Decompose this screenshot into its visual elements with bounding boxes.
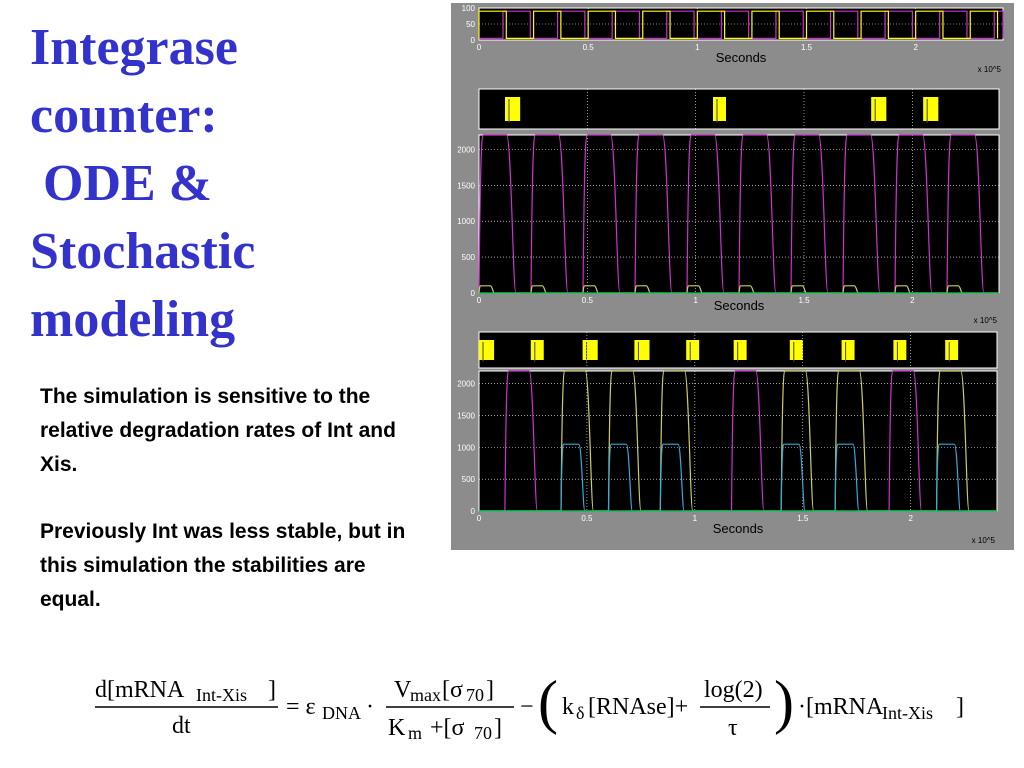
- x-tick-label: 1: [693, 296, 698, 305]
- chart-panel-event-bar-2: [478, 331, 998, 369]
- svg-text:τ: τ: [728, 715, 738, 741]
- x-axis-label: Seconds: [716, 50, 767, 65]
- svg-text:log(2): log(2): [704, 677, 763, 703]
- series-line-magenta: [479, 370, 997, 512]
- svg-text:dt: dt: [172, 713, 191, 739]
- event-bar: [686, 340, 700, 360]
- event-bar: [841, 340, 855, 360]
- event-bar: [733, 340, 747, 360]
- x-tick-label: 1.5: [798, 296, 810, 305]
- svg-text:]: ]: [486, 677, 494, 703]
- slide-title: Integrase counter: ODE & Stochastic mode…: [30, 14, 410, 354]
- series-line-yellow: [478, 10, 999, 39]
- x-tick-label: 0.5: [582, 296, 594, 305]
- y-tick-label: 500: [462, 253, 476, 262]
- svg-text:+[σ: +[σ: [430, 715, 465, 741]
- x-tick-label: 0: [477, 296, 482, 305]
- y-tick-label: 0: [471, 289, 476, 298]
- x-tick-label: 1.5: [801, 43, 813, 52]
- event-bar: [789, 340, 803, 360]
- x-axis-label: Seconds: [713, 521, 764, 536]
- event-bar: [713, 97, 726, 121]
- event-bar: [582, 340, 598, 360]
- svg-text:m: m: [408, 723, 422, 743]
- svg-text:Int-Xis: Int-Xis: [196, 685, 247, 705]
- paragraph-sensitivity: The simulation is sensitive to the relat…: [40, 385, 396, 476]
- svg-text:): ): [774, 669, 794, 735]
- x-tick-label: 0: [477, 514, 482, 523]
- svg-text:[σ: [σ: [442, 677, 463, 703]
- x-axis-label: Seconds: [714, 298, 765, 313]
- x-tick-label: 0: [477, 43, 482, 52]
- chart-panel-ode-curves: 0 0.5 1 1.5 2 2000 1500 1000 500 0 Seconds x 10^5: [457, 134, 1000, 325]
- y-tick-label: 0: [471, 507, 476, 516]
- event-bar: [530, 340, 544, 360]
- event-bar: [479, 340, 495, 360]
- event-bar: [505, 97, 521, 121]
- y-tick-label: 1000: [457, 217, 475, 226]
- chart-panel-top-square-wave: 0 0.5 1 1.5 2 100 50 0 Seconds x 10^5: [462, 4, 1004, 74]
- x-tick-label: 1: [693, 514, 698, 523]
- svg-text:k: k: [562, 694, 574, 720]
- plot-area: [478, 370, 998, 512]
- x-tick-label: 1.5: [797, 514, 809, 523]
- chart-panel-event-bar-1: [478, 88, 1000, 130]
- x-tick-label: 2: [910, 296, 915, 305]
- title-line: Stochastic: [30, 223, 256, 280]
- y-tick-label: 100: [462, 4, 476, 13]
- y-tick-label: 1500: [457, 181, 475, 190]
- x-tick-label: 2: [913, 43, 918, 52]
- y-tick-label: 0: [471, 36, 476, 45]
- x-tick-label: 0.5: [581, 514, 593, 523]
- title-line: counter:: [30, 87, 218, 144]
- svg-text:Int-Xis: Int-Xis: [882, 703, 933, 723]
- y-tick-label: 1000: [457, 443, 475, 452]
- svg-text:70: 70: [466, 685, 484, 705]
- y-tick-label: 2000: [457, 380, 475, 389]
- event-bar: [945, 340, 959, 360]
- svg-text:]: ]: [956, 694, 964, 720]
- event-bar: [634, 340, 650, 360]
- y-tick-label: 50: [466, 20, 475, 29]
- svg-text:V: V: [394, 677, 412, 703]
- svg-text:−: −: [520, 694, 534, 720]
- svg-text:max: max: [410, 685, 441, 705]
- svg-text:d[mRNA: d[mRNA: [95, 677, 185, 703]
- title-line: modeling: [30, 291, 236, 348]
- svg-text:70: 70: [474, 723, 492, 743]
- x-tick-label: 2: [908, 514, 913, 523]
- svg-text:(: (: [538, 669, 558, 735]
- chart-panel-stochastic-curves: 0 0.5 1 1.5 2 2000 1500 1000 500 0 Seconds x 10^5: [457, 370, 998, 545]
- svg-text:·: ·: [366, 694, 374, 720]
- x-tick-label: 0.5: [583, 43, 595, 52]
- plot-area: [478, 88, 1000, 130]
- svg-text:·[mRNA: ·[mRNA: [798, 694, 884, 720]
- title-line: ODE &: [30, 155, 212, 212]
- y-tick-label: 1500: [457, 412, 475, 421]
- x-tick-label: 1: [695, 43, 700, 52]
- svg-text:K: K: [388, 715, 406, 741]
- x-axis-exponent: x 10^5: [972, 536, 996, 545]
- svg-text:δ: δ: [576, 703, 584, 723]
- svg-text:= ε: = ε: [286, 694, 316, 720]
- event-bar: [893, 340, 907, 360]
- y-tick-label: 2000: [457, 145, 475, 154]
- paragraph-stability: Previously Int was less stable, but in t…: [40, 520, 406, 611]
- svg-text:DNA: DNA: [322, 703, 361, 723]
- x-axis-exponent: x 10^5: [974, 316, 998, 325]
- y-tick-label: 500: [462, 475, 476, 484]
- mrna-ode-equation: d[mRNA Int-Xis ] dt = ε DNA · V max [σ 7…: [95, 669, 964, 743]
- svg-text:]: ]: [268, 677, 276, 703]
- x-axis-exponent: x 10^5: [978, 65, 1002, 74]
- event-bar: [923, 97, 939, 121]
- svg-text:]: ]: [494, 715, 502, 741]
- svg-text:[RNAse]+: [RNAse]+: [588, 694, 688, 720]
- title-line: Integrase: [30, 19, 238, 76]
- event-bar: [871, 97, 887, 121]
